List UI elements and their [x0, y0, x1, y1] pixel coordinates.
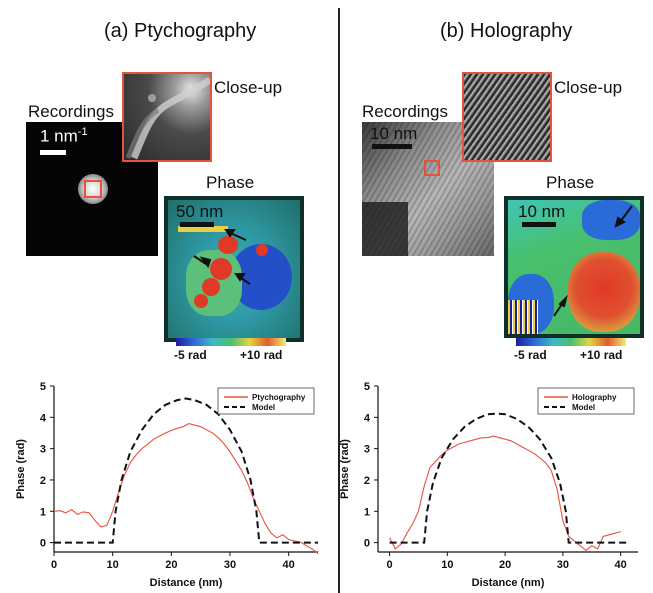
chart-a-y-tick-label: 3 — [40, 444, 46, 456]
chart-a-x-axis-label: Distance (nm) — [150, 577, 223, 589]
panel-a-colorbar — [176, 338, 286, 346]
panel-a-phase-image: 50 nm — [164, 196, 304, 342]
diffraction-spot — [78, 174, 108, 204]
panel-divider — [338, 8, 340, 593]
panel-b-closeup-image — [462, 72, 552, 162]
panel-a-closeup-image — [122, 72, 212, 162]
chart-a-y-tick-label: 2 — [40, 475, 46, 487]
chart-a-series-ptychography-line — [53, 423, 319, 555]
panel-a-phase-label: Phase — [206, 173, 255, 192]
panel-b-phase-image: 10 nm — [504, 196, 644, 338]
closeup-region-marker — [424, 160, 440, 176]
panel-b-recording-scale-label: 10 nm — [370, 124, 418, 143]
panel-a-colorbar-max: +10 rad — [240, 348, 283, 362]
chart-b-x-tick-label: 20 — [499, 559, 511, 571]
chart-a-x-tick-label: 10 — [107, 559, 119, 571]
panel-a-phase-scale-bar — [180, 222, 214, 227]
chart-a-y-tick-label: 1 — [40, 506, 46, 518]
chart-b-x-tick-label: 0 — [386, 559, 392, 571]
chart-ptychography: 0 1 2 3 4 5 0 10 20 30 40 Distance (nm) Phase (rad) P… — [15, 381, 319, 589]
chart-b-y-tick-label: 3 — [364, 444, 370, 456]
chart-b-legend — [537, 387, 635, 415]
chart-b-y-tick-label: 0 — [364, 538, 370, 550]
panel-a-colorbar-min: -5 rad — [174, 348, 207, 362]
chart-a-y-tick-label: 4 — [40, 412, 47, 424]
panel-a-title: (a) Ptychography — [104, 20, 257, 42]
chart-a-y-tick-label: 5 — [40, 381, 46, 393]
panel-a-closeup-label: Close-up — [214, 78, 283, 97]
chart-b-series-model-line — [389, 412, 627, 544]
chart-b-x-tick-label: 30 — [557, 559, 569, 571]
chart-a-x-tick-label: 40 — [283, 559, 295, 571]
chart-b-y-tick-label: 5 — [364, 381, 370, 393]
chart-a-legend-label: Model — [252, 403, 275, 412]
panel-b-colorbar — [516, 338, 626, 346]
chart-b-series-holography-line — [389, 435, 621, 552]
chart-b-y-tick-label: 2 — [364, 475, 370, 487]
panel-b-phase-scale-bar — [522, 222, 556, 227]
panel-b-phase-label: Phase — [546, 173, 595, 192]
panel-b-recordings-label: Recordings — [362, 102, 448, 121]
panel-b-closeup-label: Close-up — [554, 78, 623, 97]
panel-b-colorbar-min: -5 rad — [514, 348, 547, 362]
chart-b-x-axis-label: Distance (nm) — [472, 577, 545, 589]
chart-b-x-tick-label: 10 — [441, 559, 453, 571]
chart-a-legend — [217, 387, 315, 415]
chart-holography: 0 1 2 3 4 5 0 10 20 30 40 Distance (nm) Phase (rad) H… — [340, 381, 638, 589]
panel-a-recording-scale-bar — [40, 150, 66, 155]
chart-a-series-model-line — [54, 397, 318, 544]
chart-a-y-axis-label: Phase (rad) — [15, 439, 27, 499]
chart-b-y-axis-label: Phase (rad) — [340, 439, 351, 499]
panel-a-recording-scale-label: 1 nm-1 — [40, 126, 88, 146]
chart-a-y-tick-label: 0 — [40, 538, 46, 550]
panel-b-phase-scale-label: 10 nm — [518, 202, 566, 221]
panel-b-colorbar-max: +10 rad — [580, 348, 623, 362]
chart-b-x-tick-label: 40 — [615, 559, 627, 571]
chart-b-y-tick-label: 1 — [364, 506, 370, 518]
panel-b-recording-scale-bar — [372, 144, 412, 149]
chart-a-x-tick-label: 0 — [51, 559, 57, 571]
panel-a-recordings-label: Recordings — [28, 102, 114, 121]
panel-b-title: (b) Holography — [440, 20, 573, 42]
chart-b-y-tick-label: 4 — [364, 412, 371, 424]
chart-b-legend-label: Model — [572, 403, 595, 412]
closeup-region-marker — [84, 180, 102, 198]
chart-a-x-tick-label: 20 — [165, 559, 177, 571]
chart-b-legend-label: Holography — [572, 393, 617, 402]
chart-a-legend-label: Ptychography — [252, 393, 306, 402]
panel-a-phase-scale-label: 50 nm — [176, 202, 224, 221]
chart-a-x-tick-label: 30 — [224, 559, 236, 571]
